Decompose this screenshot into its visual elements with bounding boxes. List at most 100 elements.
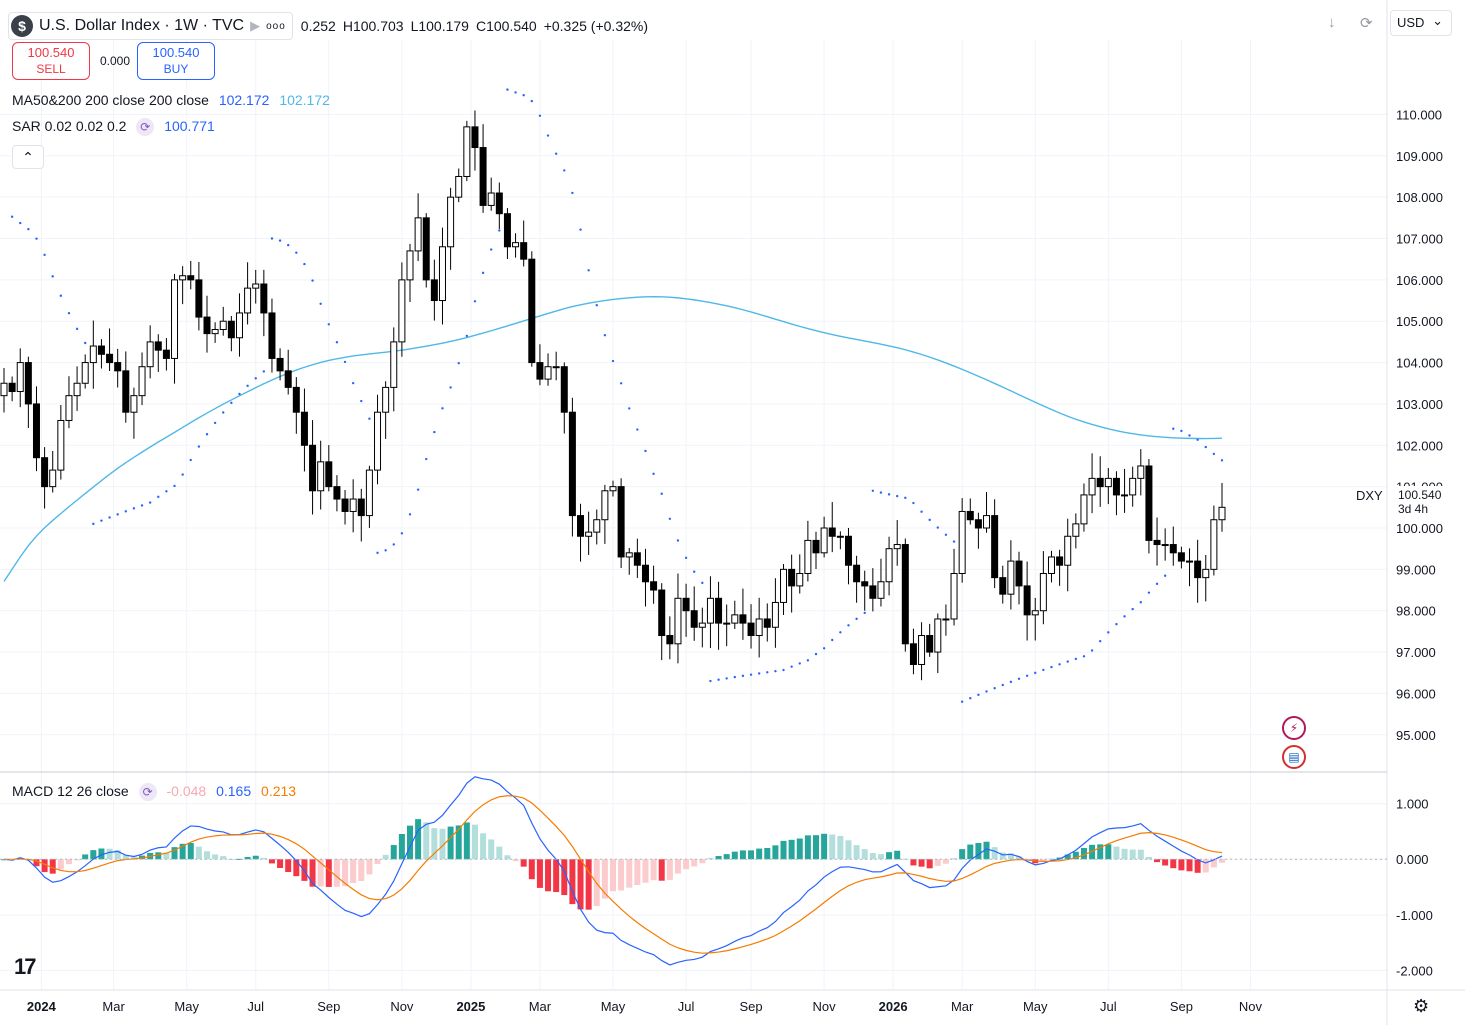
macd-histogram-bar xyxy=(496,846,503,860)
sar-point xyxy=(189,458,192,462)
ohlc-low: L100.179 xyxy=(410,18,469,34)
sar-point xyxy=(1107,631,1110,634)
macd-histogram-bar xyxy=(1162,859,1169,866)
sar-point xyxy=(587,269,590,272)
macd-histogram-bar xyxy=(350,859,357,884)
buy-button[interactable]: 100.540 BUY xyxy=(137,42,215,80)
more-icon[interactable]: ooo xyxy=(266,20,286,32)
ohlc-open: 0.252 xyxy=(300,18,336,34)
sar-point xyxy=(222,411,225,414)
macd-histogram-bar xyxy=(626,859,633,888)
macd-histogram-bar xyxy=(756,848,763,860)
macd-histogram-bar xyxy=(1072,851,1079,860)
macd-histogram-bar xyxy=(569,859,576,905)
candle-body xyxy=(430,279,438,302)
chevron-up-icon: ⌃ xyxy=(22,149,34,165)
sar-point xyxy=(254,377,257,380)
macd-line xyxy=(3,776,1223,966)
candle-body xyxy=(195,279,203,318)
lightning-icon[interactable]: ⚡ xyxy=(1282,716,1306,740)
sar-point xyxy=(230,401,233,405)
candle-body xyxy=(1096,477,1104,488)
sync-icon[interactable]: ⟳ xyxy=(1360,15,1373,32)
price-tag-price: 100.540 xyxy=(1398,488,1442,502)
ma-legend[interactable]: MA50&200 200 close 200 close 102.172 102… xyxy=(12,92,336,108)
sar-point xyxy=(1220,459,1224,462)
sar-point xyxy=(554,152,558,155)
flag-icon[interactable]: ▶ xyxy=(250,18,261,33)
sell-button[interactable]: 100.540 SELL xyxy=(12,42,90,80)
sar-point xyxy=(660,492,663,495)
sar-point xyxy=(1017,677,1021,680)
refresh-icon[interactable]: ⟳ xyxy=(138,783,157,802)
sar-point xyxy=(246,384,249,388)
sar-point xyxy=(108,516,111,519)
sar-point xyxy=(636,428,639,431)
macd-histogram-bar xyxy=(504,855,511,860)
us-flag-icon[interactable]: ▤ xyxy=(1282,745,1306,769)
macd-legend[interactable]: MACD 12 26 close ⟳ -0.048 0.165 0.213 xyxy=(12,783,302,802)
sar-point xyxy=(855,617,858,621)
sar-point xyxy=(701,581,704,585)
candle-body xyxy=(1056,556,1064,566)
collapse-legend-button[interactable]: ⌃ xyxy=(12,145,44,169)
refresh-icon[interactable]: ⟳ xyxy=(136,118,155,137)
sar-point xyxy=(774,669,777,673)
sar-point xyxy=(1172,427,1175,430)
macd-histogram-bar xyxy=(788,839,795,860)
macd-histogram-bar xyxy=(910,859,917,866)
macd-histogram-bar xyxy=(342,859,349,887)
macd-histogram-bar xyxy=(407,825,413,860)
macd-histogram-bar xyxy=(195,846,202,860)
dollar-logo-icon: $ xyxy=(11,15,33,37)
time-tick-label: Nov xyxy=(1239,999,1263,1014)
candle-body xyxy=(796,572,804,587)
sar-point xyxy=(100,519,103,522)
sar-point xyxy=(376,551,379,555)
candle-body xyxy=(260,283,268,314)
gear-icon[interactable]: ⚙ xyxy=(1413,996,1430,1016)
macd-histogram-bar xyxy=(545,859,552,892)
macd-histogram-bar xyxy=(260,857,267,860)
price-tick-label: 95.000 xyxy=(1396,728,1436,743)
candle-body xyxy=(812,539,820,554)
candle-body xyxy=(487,192,495,206)
sar-point xyxy=(871,489,875,492)
sar-point xyxy=(449,386,452,389)
macd-histogram-bar xyxy=(463,822,470,860)
spread-value: 0.000 xyxy=(100,54,131,68)
candle-body xyxy=(934,618,942,653)
macd-histogram-bar xyxy=(471,824,478,860)
sar-legend[interactable]: SAR 0.02 0.02 0.2 ⟳ 100.771 xyxy=(12,118,221,137)
candle-body xyxy=(536,362,544,380)
macd-histogram-bar xyxy=(317,859,324,887)
macd-histogram-bar xyxy=(804,835,811,860)
candle-body xyxy=(268,312,276,359)
symbol-title: U.S. Dollar Index · 1W · TVC xyxy=(39,17,245,34)
sar-point xyxy=(181,473,184,476)
macd-histogram-bar xyxy=(691,859,698,867)
ma-layer xyxy=(3,296,1223,582)
candle-body xyxy=(739,614,747,624)
ohlc-high: H100.703 xyxy=(342,18,404,34)
sar-point xyxy=(173,484,176,488)
macd-histogram-bar xyxy=(1089,844,1096,860)
sar-point xyxy=(43,253,46,257)
sar-point xyxy=(668,517,672,521)
candle-body xyxy=(552,366,560,369)
macd-histogram-bar xyxy=(488,839,495,860)
candle-body xyxy=(983,515,991,529)
candle-body xyxy=(1145,465,1153,541)
macd-histogram-bar xyxy=(528,859,535,880)
sar-point xyxy=(693,570,696,573)
sar-point xyxy=(67,311,71,315)
macd-histogram-bar xyxy=(480,833,487,860)
sar-legend-value: 100.771 xyxy=(164,118,215,134)
symbol-box[interactable]: $ U.S. Dollar Index · 1W · TVC ▶ ooo xyxy=(8,12,293,40)
currency-select[interactable]: USD ⌄ xyxy=(1390,10,1452,36)
macd-histogram-bar xyxy=(244,856,251,860)
macd-histogram-bar xyxy=(536,859,543,888)
price-tick-label: 107.000 xyxy=(1396,232,1443,247)
download-icon[interactable]: ↓ xyxy=(1328,14,1336,31)
